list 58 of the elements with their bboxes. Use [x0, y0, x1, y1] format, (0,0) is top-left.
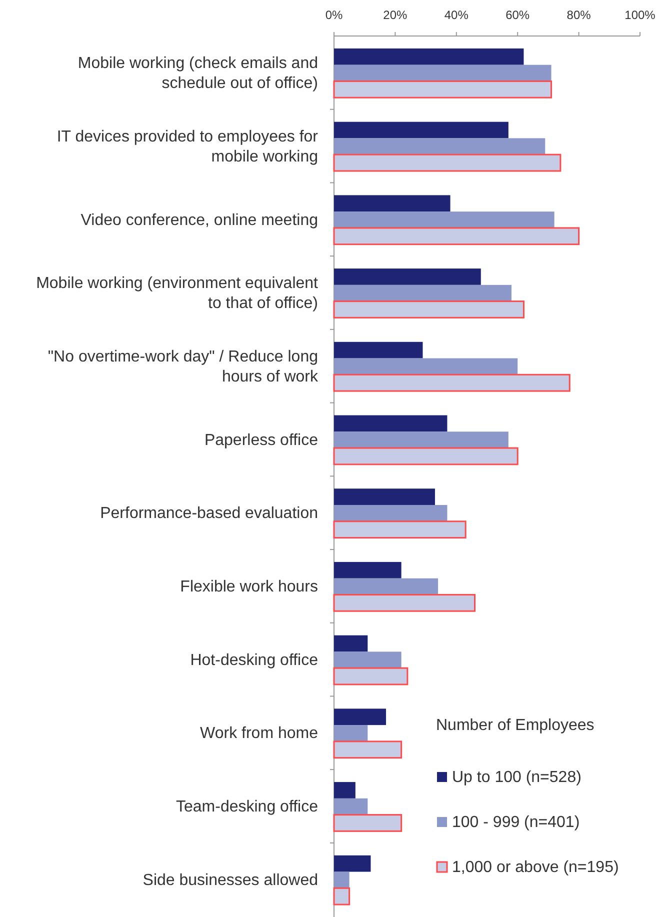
bar — [334, 432, 508, 448]
bar — [334, 782, 356, 798]
x-tick-label: 40% — [444, 8, 469, 22]
legend-label: Up to 100 (n=528) — [452, 769, 582, 786]
bar — [333, 740, 402, 759]
y-tick-label: Mobile working (environment equivalent to that of office) — [36, 275, 319, 312]
bar — [334, 138, 546, 155]
y-tick-label: Mobile working (check emails and schedule out of office) — [78, 55, 318, 92]
bar — [334, 578, 438, 595]
bar — [334, 652, 402, 668]
bar — [333, 80, 552, 98]
bar — [333, 887, 350, 906]
bar — [334, 635, 368, 652]
bar — [333, 667, 408, 686]
bar — [334, 268, 481, 285]
bar — [334, 798, 368, 815]
bar — [333, 520, 466, 538]
x-tick-label: 60% — [506, 8, 530, 22]
bar — [334, 48, 524, 65]
bar — [333, 594, 476, 612]
bar — [333, 814, 402, 832]
x-tick-label: 100% — [624, 8, 656, 22]
bar — [334, 488, 435, 505]
bar — [333, 374, 570, 392]
bar — [334, 855, 371, 872]
y-tick-label: Work from home — [200, 725, 318, 742]
bar — [334, 342, 423, 358]
y-tick-label: Team-desking office — [176, 798, 318, 816]
bar — [334, 64, 552, 82]
bar — [334, 284, 512, 302]
legend-label: 100 - 999 (n=401) — [452, 814, 580, 831]
bar — [334, 122, 508, 138]
y-tick-label: Hot-desking office — [190, 652, 318, 669]
y-tick-label: Performance-based evaluation — [100, 505, 318, 522]
bar — [334, 504, 448, 522]
y-tick-label: Paperless office — [204, 432, 318, 449]
x-tick-label: 0% — [325, 8, 343, 22]
bar — [334, 195, 450, 212]
legend-title: Number of Employees — [436, 717, 594, 734]
bar — [333, 227, 580, 246]
bar — [334, 725, 368, 742]
bar — [334, 212, 554, 228]
y-tick-label: Video conference, online meeting — [80, 212, 318, 229]
y-tick-label: IT devices provided to employees for mobile working — [56, 128, 319, 166]
x-tick-label: 80% — [566, 8, 592, 22]
bar — [334, 358, 518, 375]
bar — [333, 300, 524, 318]
bar — [334, 872, 350, 888]
bar — [334, 562, 402, 578]
bar — [334, 708, 386, 726]
y-tick-label: Side businesses allowed — [142, 872, 318, 889]
legend-label: 1,000 or above (n=195) — [452, 859, 619, 876]
x-tick-label: 20% — [383, 8, 408, 22]
y-tick-label: "No overtime-work day" / Reduce long hours of work — [48, 348, 319, 386]
bar — [333, 447, 518, 466]
bar — [334, 415, 448, 432]
y-tick-label: Flexible work hours — [180, 578, 318, 596]
bar — [333, 154, 562, 172]
